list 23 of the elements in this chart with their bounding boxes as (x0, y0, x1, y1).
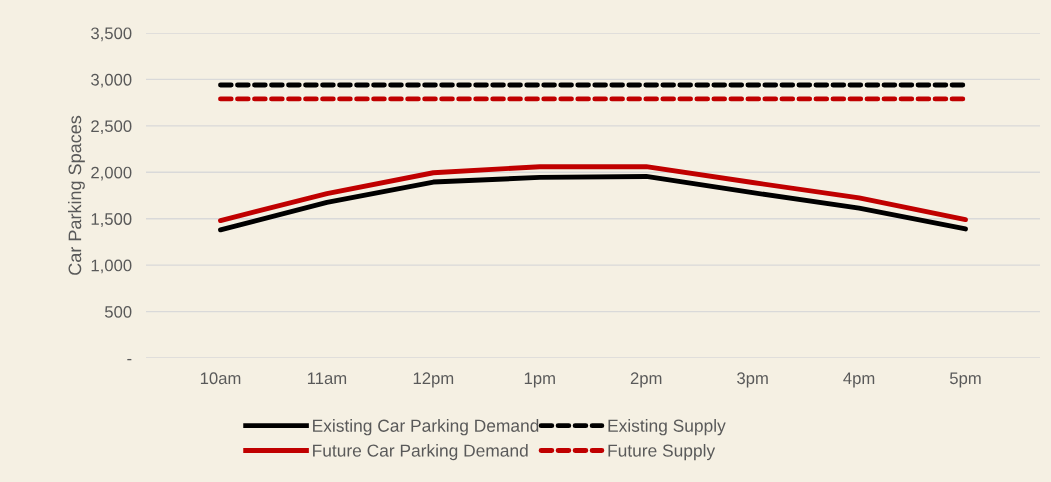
y-tick-label: 500 (104, 305, 132, 318)
legend-label: Future Supply (608, 443, 716, 461)
x-tick-label: 2pm (630, 372, 662, 388)
x-tick-label: 5pm (949, 372, 981, 388)
y-axis-title: Car Parking Spaces (68, 115, 85, 275)
legend-label: Existing Car Parking Demand (313, 419, 539, 436)
y-tick-label: 3,500 (91, 27, 132, 42)
y-tick-label: 1,500 (91, 213, 132, 227)
x-tick-label: 1pm (524, 372, 555, 388)
x-tick-label: 3pm (737, 372, 768, 388)
y-tick-label: 2,000 (91, 166, 132, 181)
legend-label: Future Car Parking Demand (313, 443, 528, 461)
line-series (218, 174, 968, 233)
legend-label: Existing Supply (608, 419, 726, 436)
x-tick-label: 11am (307, 372, 347, 385)
x-tick-label: 4pm (843, 372, 875, 388)
y-tick-label: 2,500 (91, 120, 132, 135)
x-tick-label: 10am (200, 372, 241, 385)
y-tick-label: 3,000 (91, 73, 132, 88)
y-tick-label: 1,000 (91, 259, 132, 274)
x-tick-label: 12pm (413, 372, 454, 388)
line-series (218, 164, 968, 223)
y-tick-label: - (127, 358, 132, 361)
